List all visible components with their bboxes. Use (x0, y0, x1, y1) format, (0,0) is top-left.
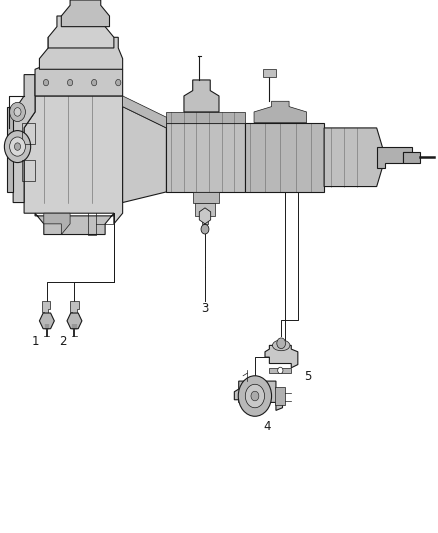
Polygon shape (254, 101, 307, 123)
Polygon shape (195, 203, 215, 224)
Ellipse shape (272, 340, 290, 351)
Polygon shape (193, 192, 219, 203)
Circle shape (277, 338, 286, 349)
Circle shape (92, 79, 97, 86)
Circle shape (251, 391, 259, 401)
Circle shape (10, 137, 25, 156)
Text: 5: 5 (304, 370, 311, 383)
Text: 3: 3 (201, 302, 208, 314)
Circle shape (14, 143, 21, 150)
Polygon shape (44, 213, 70, 235)
Polygon shape (265, 345, 298, 368)
Polygon shape (377, 147, 412, 168)
Polygon shape (166, 123, 245, 192)
Text: 1: 1 (31, 335, 39, 348)
Circle shape (10, 102, 25, 122)
Polygon shape (403, 152, 420, 163)
Circle shape (238, 376, 272, 416)
Polygon shape (39, 37, 123, 69)
Polygon shape (275, 387, 285, 405)
Circle shape (201, 224, 209, 234)
Polygon shape (269, 368, 291, 373)
Circle shape (278, 367, 283, 374)
Circle shape (245, 384, 265, 408)
Circle shape (67, 79, 73, 86)
Polygon shape (324, 128, 385, 187)
Polygon shape (184, 80, 219, 112)
Circle shape (116, 79, 121, 86)
Circle shape (14, 108, 21, 116)
Polygon shape (13, 75, 35, 203)
Polygon shape (166, 112, 245, 123)
Circle shape (4, 131, 31, 163)
Polygon shape (70, 301, 79, 314)
Polygon shape (24, 96, 123, 224)
Polygon shape (35, 48, 123, 96)
Polygon shape (263, 69, 276, 77)
Polygon shape (35, 213, 114, 235)
Polygon shape (123, 96, 166, 128)
Polygon shape (245, 123, 324, 192)
Polygon shape (234, 381, 283, 410)
Circle shape (43, 79, 49, 86)
Polygon shape (61, 0, 110, 27)
Polygon shape (123, 107, 166, 203)
Polygon shape (42, 301, 50, 314)
Text: 2: 2 (59, 335, 67, 348)
Text: 4: 4 (263, 420, 271, 433)
Polygon shape (7, 107, 18, 192)
Polygon shape (48, 16, 114, 48)
